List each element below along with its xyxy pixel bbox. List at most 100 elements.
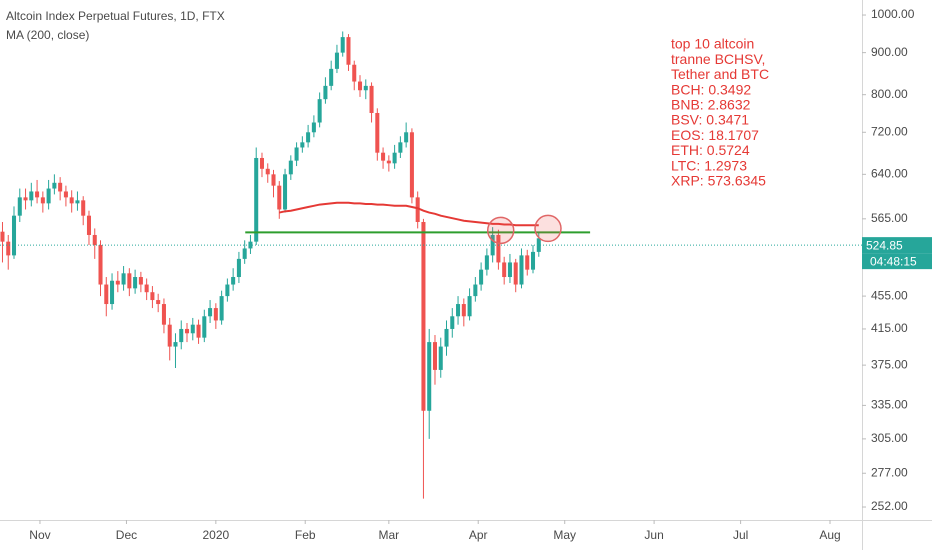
candle-body	[398, 142, 403, 153]
candle-body	[317, 99, 322, 123]
x-tick-label: May	[553, 528, 576, 542]
candle-body	[404, 132, 409, 143]
candle-body	[259, 157, 264, 169]
candle-body	[271, 174, 276, 186]
candle-body	[150, 292, 155, 301]
candle-body	[369, 85, 374, 113]
last-price-label: 524.85	[866, 238, 903, 252]
annotation-line: top 10 altcoin	[671, 36, 754, 52]
candle-body	[346, 37, 351, 65]
candle-body	[6, 241, 11, 256]
candle-body	[277, 185, 282, 210]
candle-body	[35, 191, 40, 198]
annotation-line: Tether and BTC	[671, 66, 769, 82]
candle-body	[444, 328, 449, 347]
candle-body	[375, 112, 380, 153]
annotation-line: BSV: 0.3471	[671, 112, 749, 128]
candle-body	[300, 142, 305, 148]
candle-body	[306, 132, 311, 143]
candle-body	[248, 241, 253, 249]
candle-body	[409, 132, 414, 198]
candle-body	[92, 234, 97, 246]
candle-body	[202, 316, 207, 338]
candle-body	[115, 280, 120, 285]
candle-body	[363, 85, 368, 91]
candle-body	[496, 234, 501, 263]
candle-body	[323, 85, 328, 100]
ma-line	[279, 201, 539, 227]
candle-body	[334, 52, 339, 69]
countdown-box	[862, 253, 932, 270]
candle-body	[144, 284, 149, 293]
candle-body	[283, 174, 288, 210]
candle-body	[352, 64, 357, 82]
annotation-line: EOS: 18.1707	[671, 127, 759, 143]
y-tick-label: 720.00	[871, 124, 908, 138]
annotation-line: LTC: 1.2973	[671, 157, 747, 173]
candle-body	[525, 255, 530, 270]
candle-body	[236, 258, 241, 278]
candle-body	[167, 324, 172, 347]
x-tick-label: Nov	[29, 528, 50, 542]
candle-body	[473, 284, 478, 297]
x-tick-label: Jul	[733, 528, 748, 542]
candle-body	[58, 182, 63, 192]
candle-body	[507, 262, 512, 278]
x-tick-label: Jun	[644, 528, 663, 542]
candle-body	[133, 277, 138, 289]
candle-body	[530, 251, 536, 270]
candle-body	[225, 284, 230, 297]
candle-body	[40, 197, 45, 204]
candle-body	[86, 215, 91, 235]
x-tick-label: Dec	[116, 528, 137, 542]
annotation-line: BNB: 2.8632	[671, 97, 751, 113]
candle-body	[0, 231, 5, 242]
candle-body	[415, 197, 420, 222]
chart-title: Altcoin Index Perpetual Futures, 1D, FTX	[6, 9, 225, 23]
candle-body	[242, 248, 247, 259]
candle-body	[450, 316, 455, 329]
x-tick-label: Apr	[469, 528, 488, 542]
candle-body	[432, 342, 437, 370]
circle-drawing	[534, 214, 562, 243]
candle-body	[502, 262, 507, 278]
y-tick-label: 900.00	[871, 45, 908, 59]
candle-body	[184, 328, 190, 334]
candle-body	[81, 200, 86, 216]
candle-body	[381, 152, 386, 161]
last-price-box	[862, 237, 932, 254]
candle-body	[161, 304, 166, 325]
candle-body	[63, 191, 68, 198]
candle-body	[231, 277, 236, 285]
candle-body	[29, 191, 34, 201]
circle-drawing	[486, 216, 515, 245]
y-tick-label: 640.00	[871, 167, 908, 181]
candle-body	[213, 308, 218, 321]
candle-body	[179, 328, 184, 343]
candle-body	[427, 342, 432, 411]
candle-body	[386, 160, 391, 164]
y-tick-label: 335.00	[871, 398, 908, 412]
y-tick-label: 800.00	[871, 87, 908, 101]
candle-body	[438, 346, 443, 370]
x-tick-label: 2020	[202, 528, 229, 542]
annotation-line: tranne BCHSV,	[671, 51, 765, 67]
candle-body	[121, 273, 126, 285]
candle-body	[421, 221, 426, 411]
x-tick-label: Feb	[295, 528, 316, 542]
candle-body	[536, 238, 541, 252]
y-tick-label: 1000.00	[871, 7, 915, 21]
candle-body	[104, 284, 109, 305]
candle-body	[46, 188, 51, 204]
candle-body	[110, 280, 115, 305]
y-tick-label: 375.00	[871, 357, 908, 371]
candle-body	[479, 269, 484, 285]
candle-body	[156, 300, 161, 305]
y-tick-label: 415.00	[871, 321, 908, 335]
candle-body	[69, 197, 74, 204]
candle-body	[75, 200, 80, 204]
candle-body	[98, 245, 103, 285]
candle-body	[461, 304, 466, 317]
